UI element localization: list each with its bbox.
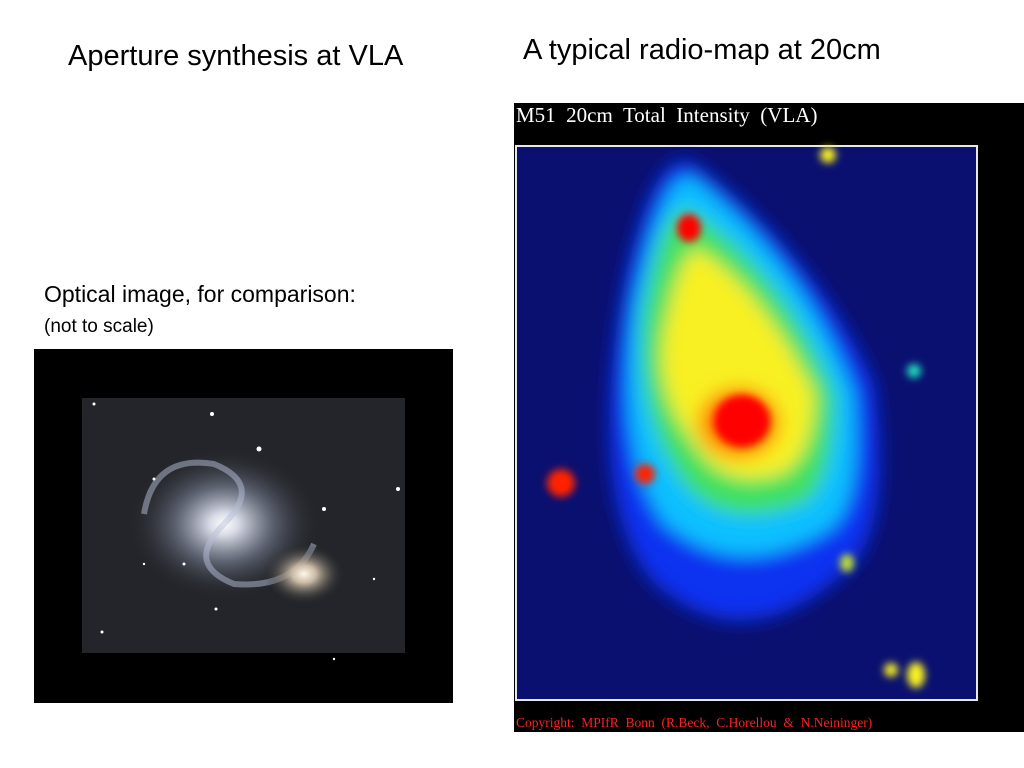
right-title: A typical radio-map at 20cm (523, 34, 881, 66)
radio-map-copyright: Copyright: MPIfR Bonn (R.Beck, C.Horello… (516, 715, 872, 730)
optical-image (34, 349, 453, 703)
radio-map-title: M51 20cm Total Intensity (VLA) (516, 103, 817, 127)
optical-note: (not to scale) (44, 316, 154, 337)
left-title: Aperture synthesis at VLA (68, 40, 404, 72)
radio-map: M51 20cm Total Intensity (VLA) Copyright… (514, 103, 1024, 732)
optical-caption: Optical image, for comparison: (44, 281, 356, 307)
